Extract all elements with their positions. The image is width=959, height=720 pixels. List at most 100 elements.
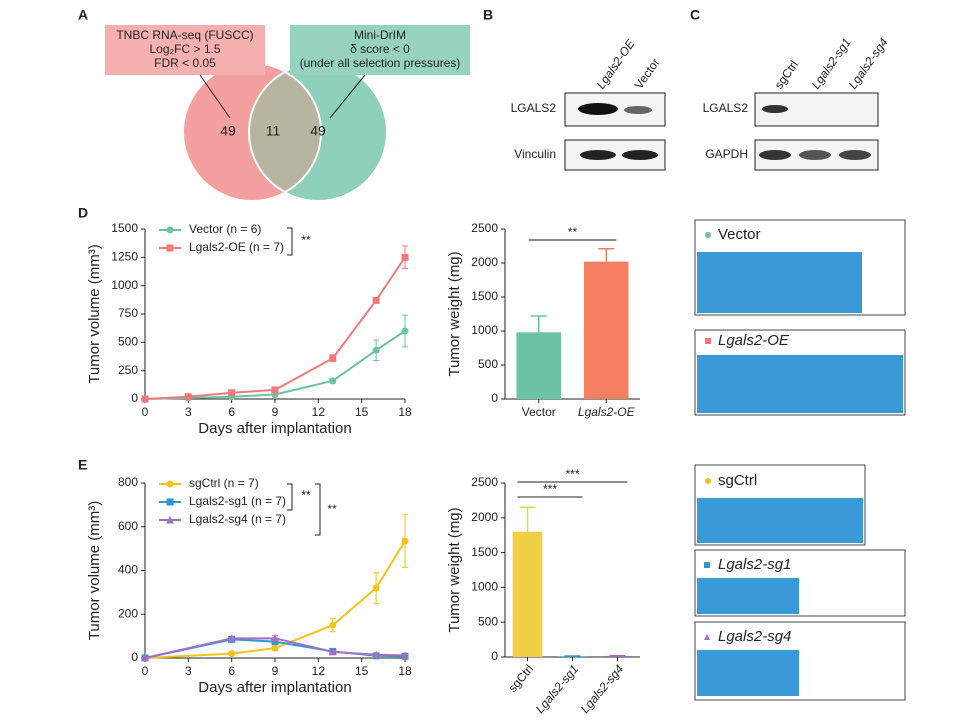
panel-letter: D	[78, 205, 88, 221]
bracket	[315, 483, 321, 536]
photo	[697, 498, 863, 543]
photo	[697, 252, 862, 313]
x-tick-label: 0	[142, 405, 149, 419]
venn-text: Mini-DrIM	[354, 28, 406, 42]
bar	[602, 655, 633, 657]
band	[580, 150, 616, 160]
x-tick-label: 9	[272, 405, 279, 419]
legend-marker	[166, 498, 174, 506]
panel-letter: A	[78, 7, 88, 23]
x-tick-label: 9	[272, 664, 279, 678]
venn-count: 49	[310, 123, 326, 139]
y-axis-label: Tumor volume (mm³)	[86, 501, 103, 640]
marker	[271, 386, 279, 394]
x-tick-label: Vector	[522, 405, 556, 419]
x-axis-label: Days after implantation	[198, 420, 351, 437]
bracket	[287, 483, 293, 511]
y-tick-label: 800	[118, 475, 138, 489]
x-tick-label: 15	[355, 664, 369, 678]
blot-label: LGALS2	[703, 101, 749, 115]
legend-label: Lgals2-sg1 (n = 7)	[189, 494, 286, 508]
y-tick-label: 500	[118, 335, 138, 349]
marker	[271, 634, 279, 642]
marker	[401, 537, 409, 545]
venn-box	[105, 25, 265, 75]
x-tick-label: Lgals2-sg4	[578, 662, 627, 716]
venn-text: δ score < 0	[350, 42, 410, 56]
x-tick-label: 6	[228, 664, 235, 678]
y-tick-label: 0	[131, 391, 138, 405]
x-tick-label: 6	[228, 405, 235, 419]
venn-overlap	[248, 70, 322, 194]
y-axis-label: Tumor weight (mg)	[446, 251, 463, 376]
y-tick-label: 2000	[471, 255, 498, 269]
marker	[141, 654, 149, 662]
legend-dot	[705, 478, 711, 484]
marker	[271, 644, 279, 652]
legend-marker	[166, 244, 174, 252]
marker	[372, 650, 381, 659]
error-bar	[530, 315, 547, 333]
legend-label: Lgals2-sg4 (n = 7)	[189, 512, 286, 526]
marker	[401, 651, 409, 659]
marker	[227, 634, 236, 642]
marker	[329, 354, 337, 362]
y-tick-label: 500	[478, 357, 498, 371]
legend-marker	[166, 226, 174, 234]
marker	[328, 647, 337, 656]
y-tick-label: 1500	[471, 545, 498, 559]
blot-label: LGALS2	[511, 101, 557, 115]
y-tick-label: 250	[118, 363, 138, 377]
marker	[372, 346, 380, 354]
y-tick-label: 200	[118, 606, 138, 620]
legend-label: Lgals2-OE (n = 7)	[189, 240, 284, 254]
photo-label: Lgals2-OE	[718, 332, 790, 349]
y-tick-label: 500	[478, 614, 498, 628]
band	[624, 106, 652, 114]
annotation: ***	[543, 482, 557, 496]
y-tick-label: 1250	[111, 250, 138, 264]
photo-label: Vector	[718, 226, 761, 243]
y-tick-label: 1000	[471, 323, 498, 337]
series-line	[144, 256, 406, 400]
error-bar	[598, 247, 615, 262]
x-tick-label: 3	[185, 405, 192, 419]
venn-count: 11	[266, 123, 281, 139]
y-tick-label: 600	[118, 519, 138, 533]
x-tick-label: 18	[398, 405, 412, 419]
y-axis-label: Tumor volume (mm³)	[86, 244, 103, 383]
x-tick-label: Lgals2-sg1	[533, 662, 581, 716]
legend-label: Vector (n = 6)	[189, 222, 261, 236]
venn-text: FDR < 0.05	[154, 56, 216, 70]
error-bar	[519, 506, 536, 532]
series-line	[144, 637, 406, 659]
blot-label: Vinculin	[514, 147, 556, 161]
venn-text: (under all selection pressures)	[300, 56, 461, 70]
marker	[228, 389, 236, 397]
pointer	[329, 74, 366, 119]
photo-label: Lgals2-sg4	[718, 628, 791, 645]
y-tick-label: 1500	[111, 221, 138, 235]
legend-label: sgCtrl (n = 7)	[189, 476, 259, 490]
venn-count: 49	[220, 123, 236, 139]
x-tick-label: 12	[312, 405, 326, 419]
blot-label: GAPDH	[705, 147, 748, 161]
panel-letter: C	[690, 7, 700, 23]
band	[799, 150, 831, 160]
band	[622, 150, 658, 160]
lane-label: sgCtrl	[772, 58, 801, 92]
venn-text: Log₂FC > 1.5	[149, 42, 220, 56]
y-tick-label: 2000	[471, 510, 498, 524]
y-tick-label: 1000	[471, 580, 498, 594]
x-axis-label: Days after implantation	[198, 679, 351, 696]
annotation: **	[568, 225, 578, 239]
bar	[512, 531, 543, 657]
marker	[372, 296, 380, 304]
venn-box	[290, 25, 470, 75]
x-tick-label: 3	[185, 664, 192, 678]
x-tick-label: sgCtrl	[505, 662, 536, 695]
venn-text: TNBC RNA-seq (FUSCC)	[116, 28, 253, 42]
series-line	[144, 540, 406, 659]
photo	[697, 578, 799, 614]
